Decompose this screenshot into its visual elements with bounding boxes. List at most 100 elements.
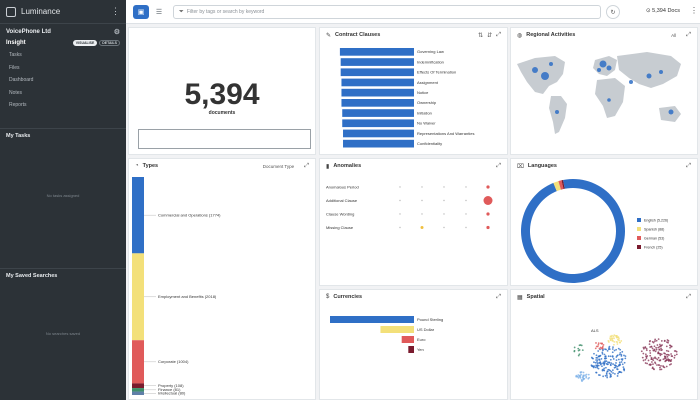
currency-bar: [380, 326, 414, 333]
spatial-point: [603, 367, 606, 370]
spatial-point: [655, 346, 657, 349]
list-view-button[interactable]: ☰: [155, 9, 163, 16]
spatial-point: [608, 361, 611, 364]
sort-order-icon[interactable]: ⇵: [487, 32, 493, 39]
spatial-point: [667, 350, 670, 353]
anomalies-title: Anomalies: [333, 163, 362, 169]
more-options-icon[interactable]: ⋮: [690, 6, 698, 15]
spatial-point: [615, 359, 618, 361]
clause-label: Representations And Warranties: [417, 131, 474, 136]
visualise-toggle[interactable]: VISUALISE: [72, 40, 98, 46]
type-label: Intellectual (80): [158, 391, 186, 396]
doc-count[interactable]: ⊙ 5,394 Docs: [646, 8, 680, 14]
doc-count-icon: ⊙: [646, 8, 651, 14]
gear-icon[interactable]: ⚙: [113, 29, 120, 36]
expand-icon[interactable]: ⤢: [496, 293, 501, 300]
spatial-point: [668, 363, 671, 366]
grid-view-button[interactable]: ▣: [133, 5, 149, 19]
anomaly-marker: [486, 225, 490, 230]
my-tasks-title[interactable]: My Tasks: [6, 133, 31, 139]
spatial-point: [654, 357, 657, 360]
spatial-point: [663, 357, 666, 360]
sidebar-item-dashboard[interactable]: Dashboard: [9, 77, 34, 84]
spatial-point: [609, 363, 612, 366]
sidebar-item-notes[interactable]: Notes: [9, 89, 23, 96]
currency-label: Yen: [417, 347, 424, 352]
map-north-america: [517, 56, 565, 94]
logo-row: Luminance ⋮: [0, 0, 126, 24]
spatial-point: [596, 359, 599, 362]
history-button[interactable]: ↻: [606, 5, 620, 19]
sidebar-item-reports[interactable]: Reports: [9, 102, 27, 109]
language-legend-swatch: [637, 236, 641, 240]
clauses-chart: Governing Law Indemnification Effects Of T…: [339, 48, 474, 148]
spatial-point: [599, 346, 602, 349]
map-africa: [595, 78, 625, 118]
spatial-point: [670, 345, 673, 348]
spatial-point: [576, 375, 579, 378]
world-map[interactable]: [511, 42, 697, 154]
sidebar-item-tasks[interactable]: Tasks: [9, 52, 22, 59]
tasks-empty-text: No tasks assigned: [46, 193, 80, 198]
language-slice: [521, 179, 625, 283]
spatial-point: [609, 358, 612, 361]
spatial-point: [653, 357, 655, 360]
anomaly-row-label: Additional Clause: [326, 198, 358, 203]
anomaly-grid-dot: [443, 226, 445, 229]
spatial-point: [611, 348, 614, 350]
doc-count-label: Docs: [667, 8, 680, 14]
search-input[interactable]: [186, 9, 587, 15]
spatial-point: [612, 363, 614, 365]
type-selector-dropdown[interactable]: Document Type: [262, 163, 295, 169]
details-toggle[interactable]: DETAILS: [99, 40, 120, 46]
spatial-point: [675, 353, 678, 356]
document-summary-box[interactable]: [138, 129, 311, 149]
spatial-point: [602, 375, 605, 378]
spatial-point: [651, 361, 653, 363]
spatial-point: [578, 349, 581, 351]
spatial-point: [662, 365, 664, 367]
spatial-point: [597, 343, 600, 346]
spatial-point: [613, 334, 616, 337]
spatial-point: [606, 349, 609, 352]
regional-header: ◍ Regional Activities All ⤢: [511, 28, 697, 42]
spatial-point: [663, 339, 666, 342]
sidebar-menu-icon[interactable]: ⋮: [111, 6, 120, 16]
project-name: VoicePhone Ltd: [6, 29, 51, 35]
spatial-point: [673, 356, 676, 359]
spatial-point: [648, 343, 651, 346]
spatial-point: [597, 355, 600, 358]
expand-icon[interactable]: ⤢: [686, 31, 691, 38]
spatial-point: [617, 372, 619, 375]
spatial-point: [605, 373, 608, 375]
insight-row[interactable]: Insight VISUALISE DETAILS: [0, 38, 126, 49]
expand-icon[interactable]: ⤢: [304, 162, 309, 169]
saved-searches-title[interactable]: My Saved Searches: [6, 273, 58, 279]
regional-filter-dropdown[interactable]: All: [671, 32, 677, 38]
expand-icon[interactable]: ⤢: [686, 293, 691, 300]
clause-bar: [341, 78, 414, 87]
project-row[interactable]: VoicePhone Ltd ⚙: [0, 24, 126, 38]
spatial-point: [595, 356, 598, 359]
spatial-point: [605, 366, 607, 369]
spatial-scatter[interactable]: ALS: [511, 304, 697, 399]
spatial-point: [660, 349, 663, 352]
spatial-point: [604, 374, 607, 377]
spatial-point: [649, 349, 651, 352]
expand-icon[interactable]: ⤢: [496, 162, 501, 169]
spatial-point: [615, 362, 617, 364]
sidebar-item-files[interactable]: Files: [9, 64, 20, 71]
spatial-point: [606, 370, 609, 373]
clause-icon: ✎: [326, 32, 332, 39]
spatial-point: [655, 339, 658, 342]
languages-header: ⌧ Languages ⤢: [511, 159, 697, 173]
currency-label: Pound Sterling: [417, 317, 443, 322]
spatial-point: [602, 361, 605, 364]
search-bar[interactable]: ⏷: [173, 5, 601, 19]
anomaly-marker: [486, 185, 490, 189]
spatial-point: [653, 368, 655, 371]
spatial-point: [618, 364, 621, 366]
expand-icon[interactable]: ⤢: [496, 31, 501, 38]
expand-icon[interactable]: ⤢: [686, 162, 691, 169]
sort-icon[interactable]: ⇅: [478, 32, 484, 39]
